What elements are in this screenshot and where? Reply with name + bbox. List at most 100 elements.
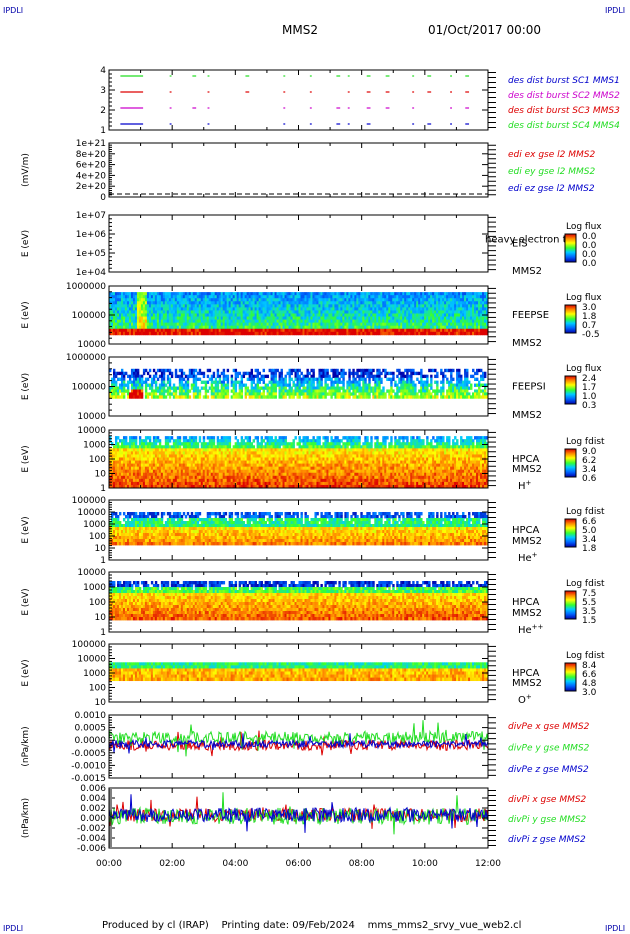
spectrogram-cell: [176, 386, 180, 390]
spectrogram-cell: [450, 316, 453, 320]
spectrogram-cell: [386, 295, 389, 299]
spectrogram-cell: [166, 295, 170, 299]
spectrogram-cell: [144, 295, 148, 299]
spectrogram-cell: [408, 368, 411, 373]
spectrogram-cell: [170, 445, 174, 449]
spectrogram-cell: [480, 368, 483, 373]
spectrogram-cell: [310, 380, 313, 384]
spectrogram-cell: [408, 325, 411, 330]
spectrogram-cell: [296, 371, 299, 376]
spectrogram-cell: [256, 325, 259, 330]
spectrogram-cell: [352, 313, 355, 317]
spectrogram-cell: [252, 298, 256, 302]
spectrogram-cell: [256, 328, 259, 333]
spectrogram-cell: [326, 374, 329, 379]
spectrogram-cell: [346, 295, 349, 299]
spectrogram-cell: [128, 328, 132, 333]
spectrogram-cell: [454, 301, 457, 305]
spectrogram-cell: [120, 295, 124, 299]
spectrogram-cell: [188, 374, 192, 379]
spectrogram-cell: [318, 389, 321, 393]
spectrogram-cell: [404, 383, 407, 387]
spectrogram-cell: [120, 460, 124, 464]
spectrogram-cell: [126, 451, 130, 455]
spectrogram-cell: [434, 374, 437, 379]
spectrogram-cell: [216, 389, 220, 393]
spectrogram-cell: [328, 392, 331, 396]
spectrogram-cell: [398, 371, 401, 376]
spectrogram-cell: [358, 374, 361, 379]
spectrogram-cell: [196, 395, 200, 399]
spectrogram-cell: [402, 371, 405, 376]
spectrogram-cell: [176, 436, 180, 440]
spectrogram-cell: [236, 307, 240, 311]
spectrogram-cell: [292, 328, 295, 333]
spectrogram-cell: [280, 395, 283, 399]
spectrogram-cell: [464, 319, 467, 324]
spectrogram-cell: [172, 469, 176, 474]
spectrogram-cell: [482, 319, 485, 324]
spectrogram-cell: [478, 368, 481, 373]
spectrogram-cell: [456, 377, 459, 381]
spectrogram-cell: [158, 316, 162, 320]
spectrogram-cell: [472, 292, 475, 296]
y-tick-label: 10000: [77, 412, 106, 422]
spectrogram-cell: [192, 310, 196, 314]
spectrogram-cell: [208, 310, 212, 314]
spectrogram-cell: [150, 469, 154, 474]
spectrogram-cell: [294, 389, 297, 393]
spectrogram-cell: [400, 295, 403, 299]
spectrogram-cell: [110, 310, 114, 314]
spectrogram-cell: [170, 374, 174, 379]
spectrogram-cell: [292, 313, 295, 317]
spectrogram-cell: [278, 377, 281, 381]
spectrogram-cell: [368, 304, 371, 308]
spectrogram-cell: [482, 371, 485, 376]
spectrogram-cell: [286, 371, 289, 376]
spectrogram-cell: [254, 307, 258, 311]
spectrogram-cell: [406, 395, 409, 399]
spectrogram-cell: [250, 301, 254, 305]
spectrogram-cell: [206, 307, 210, 311]
spectrogram-cell: [244, 386, 248, 390]
spectrogram-cell: [340, 374, 343, 379]
spectrogram-cell: [322, 319, 325, 324]
spectrogram-cell: [218, 301, 222, 305]
spectrogram-cell: [354, 392, 357, 396]
footer-credits: Produced by cl (IRAP) Printing date: 09/…: [102, 920, 521, 931]
spectrogram-cell: [336, 307, 339, 311]
spectrogram-cell: [132, 472, 136, 477]
spectrogram-cell: [222, 371, 226, 376]
spectrogram-cell: [472, 392, 475, 396]
spectrogram-cell: [346, 325, 349, 330]
spectrogram-cell: [402, 307, 405, 311]
spectrogram-cell: [430, 319, 433, 324]
spectrogram-cell: [464, 301, 467, 305]
spectrogram-cell: [152, 301, 156, 305]
spectrogram-cell: [234, 304, 238, 308]
spectrogram-cell: [478, 316, 481, 320]
spectrogram-cell: [410, 377, 413, 381]
spectrogram-cell: [366, 368, 369, 373]
spectrogram-cell: [426, 304, 429, 308]
spectrogram-cell: [220, 331, 224, 336]
spectrogram-cell: [418, 380, 421, 384]
spectrogram-cell: [430, 304, 433, 308]
spectrogram-cell: [172, 295, 176, 299]
spectrogram-cell: [160, 368, 164, 373]
spectrogram-cell: [296, 319, 299, 324]
spectrogram-cell: [278, 304, 281, 308]
spectrogram-cell: [418, 322, 421, 327]
spectrogram-cell: [428, 307, 431, 311]
spectrogram-cell: [368, 310, 371, 314]
spectrogram-cell: [144, 451, 148, 455]
spectrogram-cell: [342, 380, 345, 384]
spectrogram-cell: [220, 389, 224, 393]
spectrogram-cell: [386, 377, 389, 381]
spectrogram-cell: [122, 478, 126, 483]
spectrogram-cell: [348, 295, 351, 299]
spectrogram-cell: [304, 392, 307, 396]
y-tick-label: 1000000: [66, 353, 106, 363]
spectrogram-cell: [202, 371, 206, 376]
spectrogram-cell: [228, 298, 232, 302]
